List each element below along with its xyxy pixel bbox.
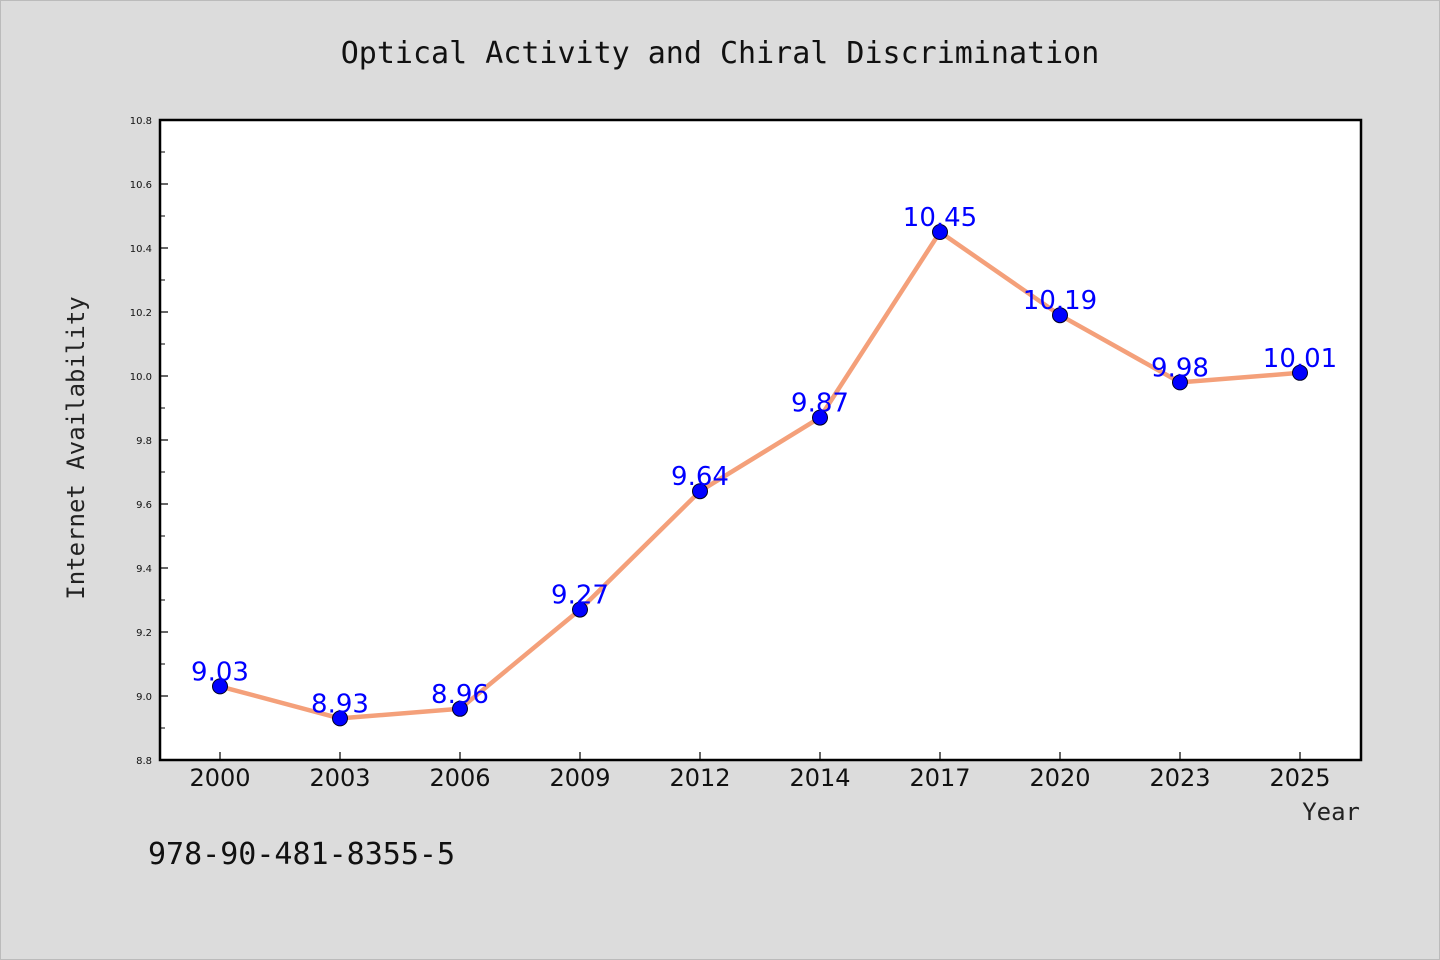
y-tick-label: 9.2 bbox=[136, 628, 152, 639]
y-tick-label: 9.4 bbox=[136, 564, 152, 575]
data-point bbox=[932, 224, 948, 240]
data-label-group: 9.03 8.93 8.96 9.27 9.64 9.87 10.45 10.19 9.98 10… bbox=[191, 203, 1337, 719]
y-tick-label: 10.8 bbox=[130, 116, 152, 127]
x-tick-label: 2009 bbox=[549, 764, 610, 792]
y-tick-label: 10.4 bbox=[130, 244, 152, 255]
x-axis-label: Year bbox=[1302, 798, 1360, 826]
x-tick-label: 2020 bbox=[1029, 764, 1090, 792]
data-point bbox=[572, 601, 588, 618]
y-axis: 8.8 9.0 9.2 9.4 9.6 9.8 10.0 10.2 10.4 10.6 10.8 bbox=[130, 116, 168, 767]
x-tick-label: 2023 bbox=[1149, 764, 1210, 792]
x-tick-label: 2025 bbox=[1269, 764, 1330, 792]
y-tick-label: 8.8 bbox=[136, 756, 152, 767]
footnote-text: 978-90-481-8355-5 bbox=[148, 837, 455, 872]
y-tick-label: 9.0 bbox=[136, 692, 152, 703]
x-tick-label: 2003 bbox=[309, 764, 370, 792]
x-tick-label: 2006 bbox=[429, 764, 490, 792]
data-point bbox=[1292, 364, 1308, 381]
data-point bbox=[1052, 307, 1068, 324]
x-axis: 2000 2003 2006 2009 2012 2014 2017 2020 2023 2025 bbox=[189, 752, 1331, 792]
series-line bbox=[217, 229, 1303, 721]
y-axis-label: Internet Availability bbox=[62, 296, 90, 599]
data-point bbox=[1172, 374, 1188, 391]
data-point bbox=[692, 483, 708, 500]
x-tick-label: 2000 bbox=[189, 764, 250, 792]
data-label: 9.64 bbox=[671, 462, 729, 492]
data-point bbox=[332, 710, 348, 727]
data-point bbox=[212, 678, 228, 695]
y-tick-label: 9.6 bbox=[136, 500, 152, 511]
data-label: 8.93 bbox=[311, 689, 369, 719]
data-label: 9.98 bbox=[1151, 353, 1209, 383]
y-tick-label: 10.6 bbox=[130, 180, 152, 191]
data-point bbox=[812, 409, 828, 426]
data-label: 10.45 bbox=[903, 203, 977, 233]
plot-area bbox=[158, 118, 1363, 762]
data-label: 8.96 bbox=[431, 680, 489, 710]
series-line-group bbox=[212, 224, 1308, 727]
x-tick-label: 2012 bbox=[669, 764, 730, 792]
y-tick-label: 9.8 bbox=[136, 436, 152, 447]
data-label: 10.01 bbox=[1263, 344, 1337, 374]
x-tick-label: 2014 bbox=[789, 764, 850, 792]
data-label: 10.19 bbox=[1023, 286, 1097, 316]
data-point bbox=[452, 700, 468, 717]
x-tick-label: 2017 bbox=[909, 764, 970, 792]
y-tick-label: 10.2 bbox=[130, 308, 152, 319]
data-label: 9.87 bbox=[791, 389, 849, 419]
data-label: 9.03 bbox=[191, 657, 249, 687]
chart-title: Optical Activity and Chiral Discriminati… bbox=[341, 36, 1100, 71]
data-label: 9.27 bbox=[551, 581, 609, 611]
y-tick-label: 10.0 bbox=[130, 372, 152, 383]
